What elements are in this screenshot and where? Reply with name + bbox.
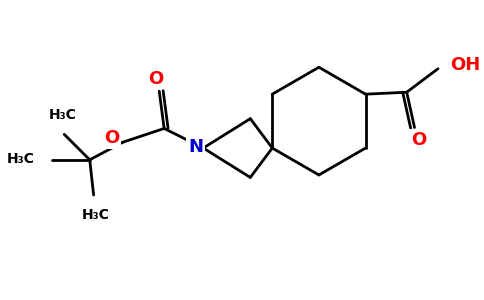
Text: O: O [148,70,163,88]
Text: N: N [188,138,203,156]
Text: H₃C: H₃C [48,108,76,122]
Text: OH: OH [450,56,480,74]
Text: H₃C: H₃C [82,208,109,222]
Text: O: O [411,131,426,149]
Text: H₃C: H₃C [7,152,35,166]
Text: O: O [104,129,119,147]
